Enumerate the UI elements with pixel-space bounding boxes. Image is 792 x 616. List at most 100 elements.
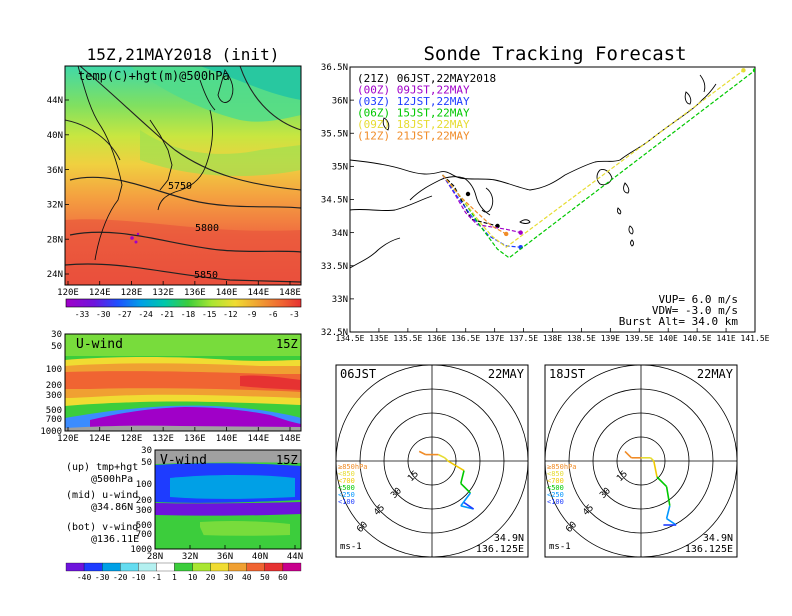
track-lines	[442, 68, 755, 259]
hodograph-segment	[418, 450, 426, 456]
left-title: 15Z,21MAY2018 (init)	[87, 45, 280, 64]
temp-lon-label: 148E	[279, 288, 301, 298]
v-pressure-label: 30	[141, 446, 152, 456]
v-lat-ticks: 28N 32N 36N 40N 44N	[147, 545, 303, 562]
track-line	[442, 174, 507, 235]
temp-colorbar	[65, 298, 302, 308]
hodograph-level: ≥850hPa	[338, 463, 368, 471]
wind-colorbar-label: 10	[188, 573, 198, 582]
main-title: Sonde Tracking Forecast	[423, 43, 686, 65]
hodograph-level: <100	[547, 498, 564, 506]
temp-lon-label: 120E	[57, 288, 79, 298]
temp-lon-ticks: 120E 124E 128E 132E 136E 140E 144E 148E	[57, 281, 301, 298]
u-pressure-label: 500	[46, 406, 62, 416]
track-lon-label: 139E	[601, 334, 620, 343]
track-lon-label: 135.5E	[393, 334, 422, 343]
hodograph-date: 22MAY	[697, 367, 734, 381]
hodograph-level: <250	[547, 491, 564, 499]
temp-colorbar-labels: -33 -30 -27 -24 -21 -18 -15 -12 -9 -6 -3	[75, 310, 299, 319]
info-burst: Burst Alt= 34.0 km	[619, 315, 739, 328]
temp-colorbar-label: -9	[247, 310, 257, 319]
hodograph-segment	[447, 460, 465, 472]
wind-colorbar-cell	[156, 562, 175, 572]
v-pressure-label: 700	[136, 530, 152, 540]
wind-colorbar-label: 1	[172, 573, 177, 582]
tracking-map-frame	[349, 66, 756, 333]
temp-lon-label: 124E	[89, 288, 111, 298]
track-lat-label: 36N	[332, 96, 348, 106]
v-wind-label: V-wind	[160, 453, 207, 468]
track-lat-label: 33.5N	[321, 262, 348, 272]
u-pressure-label: 100	[46, 365, 62, 375]
hodograph-segment	[460, 492, 472, 507]
info-vdw: VDW= -3.0 m/s	[652, 304, 738, 317]
hodograph-segment	[665, 486, 671, 506]
v-lat-label: 44N	[287, 552, 303, 562]
contour-label: 5850	[194, 270, 218, 281]
track-lon-ticks: 134.5E 135E 135.5E 136E 136.5E 137E 137.5E 138E…	[336, 328, 770, 343]
temp-lat-label: 44N	[47, 96, 63, 106]
temp-colorbar-label: -21	[160, 310, 175, 319]
hodograph-level: <250	[338, 491, 355, 499]
track-lon-label: 136E	[427, 334, 446, 343]
track-legend-entry: (21Z) 06JST,22MAY2018	[357, 72, 496, 85]
track-lon-label: 140E	[659, 334, 678, 343]
u-lon-label: 124E	[89, 434, 111, 444]
track-lon-label: 138E	[543, 334, 562, 343]
temp-colorbar-label: -6	[268, 310, 278, 319]
wind-colorbar-label: 40	[242, 573, 252, 582]
temp-lon-label: 136E	[184, 288, 206, 298]
launch-site-marker	[465, 191, 471, 197]
track-endpoint	[741, 68, 746, 73]
track-lat-label: 36.5N	[321, 63, 348, 73]
wind-colorbar	[65, 562, 302, 572]
note-bot-b: @136.11E	[91, 534, 139, 545]
temp-lat-label: 40N	[47, 131, 63, 141]
u-lon-ticks: 120E 124E 128E 132E 136E 140E 144E 148E	[57, 427, 301, 444]
track-legend-entry: (06Z) 15JST,22MAY	[357, 107, 470, 120]
track-lon-label: 136.5E	[451, 334, 480, 343]
temp-colorbar-label: -15	[202, 310, 217, 319]
hodograph-level: <500	[338, 484, 355, 492]
u-lon-label: 144E	[247, 434, 269, 444]
wind-colorbar-label: 60	[278, 573, 288, 582]
track-lat-label: 33N	[332, 295, 348, 305]
wind-colorbar-cell	[246, 562, 265, 572]
hodograph-segment	[665, 505, 671, 519]
hodograph-time: 06JST	[340, 367, 376, 381]
hodograph-segment	[460, 482, 471, 494]
hodograph-segment	[460, 470, 465, 484]
note-mid-b: @34.86N	[91, 502, 133, 513]
track-line	[442, 174, 521, 234]
track-lat-label: 34N	[332, 229, 348, 239]
u-pressure-label: 200	[46, 381, 62, 391]
hodograph-segment	[624, 450, 632, 459]
u-pressure-label: 50	[51, 342, 62, 352]
hodograph-loc-lon: 136.125E	[685, 544, 733, 555]
temp-lon-label: 144E	[247, 288, 269, 298]
wind-colorbar-label: -30	[95, 573, 110, 582]
hodograph-segment	[444, 457, 449, 462]
wind-colorbar-cell	[102, 562, 121, 572]
v-pressure-label: 300	[136, 506, 152, 516]
track-line	[442, 174, 498, 227]
wind-colorbar-cell	[138, 562, 157, 572]
track-lon-label: 134.5E	[336, 334, 365, 343]
hodograph-level: <500	[547, 484, 564, 492]
v-wind-time: 15Z	[276, 453, 298, 467]
note-bot-a: (bot) v-wind	[66, 522, 138, 533]
track-endpoint	[495, 223, 500, 229]
u-pressure-label: 1000	[40, 427, 62, 437]
wind-colorbar-cell	[282, 562, 302, 572]
track-lat-label: 34.5N	[321, 196, 348, 206]
track-endpoint	[518, 230, 523, 235]
track-lat-label: 35.5N	[321, 129, 348, 139]
u-lon-label: 120E	[57, 434, 79, 444]
temp-lat-label: 32N	[47, 201, 63, 211]
wind-colorbar-cell	[120, 562, 139, 572]
hodograph-segment	[666, 517, 677, 526]
temp-colorbar-label: -33	[75, 310, 90, 319]
